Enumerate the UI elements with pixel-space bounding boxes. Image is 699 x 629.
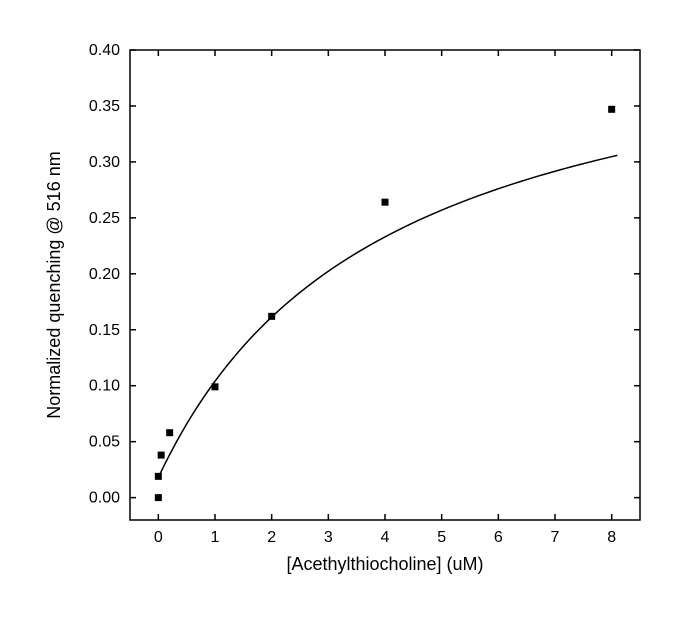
data-marker	[158, 452, 165, 459]
y-tick-label: 0.30	[89, 154, 120, 171]
x-tick-label: 6	[494, 529, 503, 546]
y-tick-label: 0.15	[89, 322, 120, 339]
data-marker	[608, 106, 615, 113]
data-marker	[166, 429, 173, 436]
x-tick-label: 2	[267, 529, 276, 546]
x-axis-label: [Acethylthiocholine] (uM)	[286, 554, 483, 574]
y-tick-label: 0.35	[89, 98, 120, 115]
y-tick-label: 0.05	[89, 434, 120, 451]
y-tick-label: 0.20	[89, 266, 120, 283]
data-marker	[155, 494, 162, 501]
x-tick-label: 1	[211, 529, 220, 546]
data-marker	[268, 313, 275, 320]
plot-frame	[130, 50, 640, 520]
y-tick-label: 0.00	[89, 490, 120, 507]
scatter-chart: 0 1 2 3 4 5 6 7 8 0.00 0.05 0.10 0.15 0.20 0.25 0.30 0.3…	[0, 0, 699, 629]
y-tick-label: 0.10	[89, 378, 120, 395]
x-tick-label: 4	[381, 529, 390, 546]
y-tick-label: 0.40	[89, 42, 120, 59]
x-tick-label: 3	[324, 529, 333, 546]
chart-container: 0 1 2 3 4 5 6 7 8 0.00 0.05 0.10 0.15 0.20 0.25 0.30 0.3…	[0, 0, 699, 629]
x-tick-label: 8	[607, 529, 616, 546]
data-marker	[155, 473, 162, 480]
y-axis-label: Normalized quenching @ 516 nm	[44, 151, 64, 418]
y-tick-label: 0.25	[89, 210, 120, 227]
x-tick-label: 5	[437, 529, 446, 546]
x-tick-label: 0	[154, 529, 163, 546]
data-marker	[382, 199, 389, 206]
x-tick-label: 7	[551, 529, 560, 546]
data-marker	[212, 383, 219, 390]
